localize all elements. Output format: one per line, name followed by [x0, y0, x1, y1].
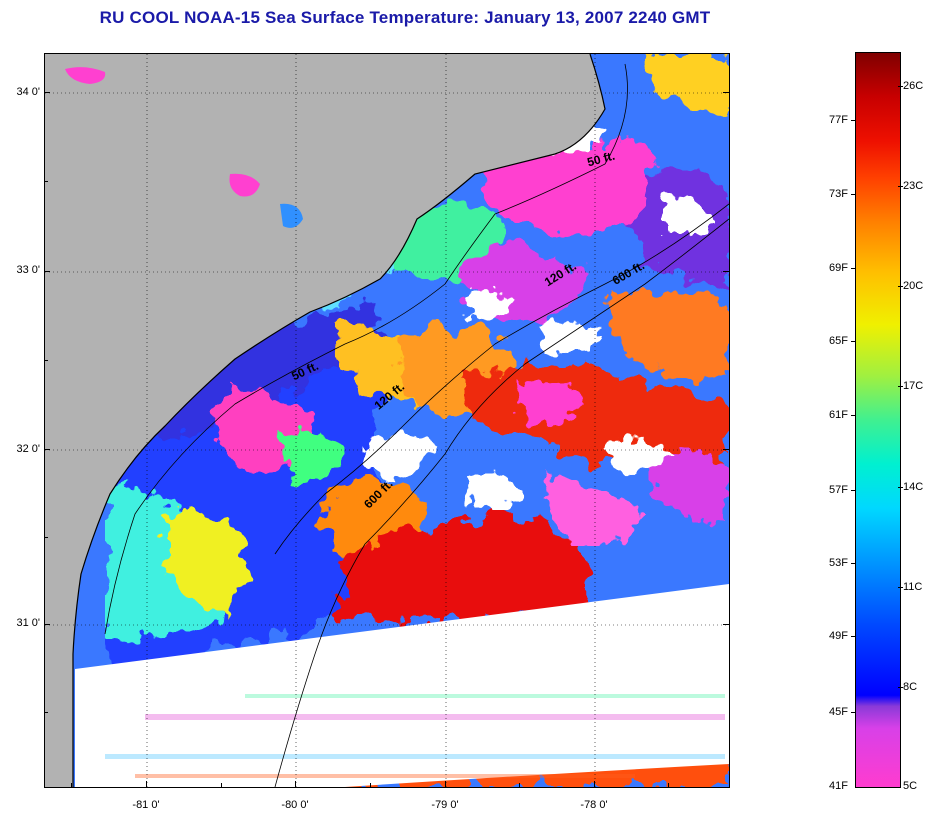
- colorbar-fahrenheit-label: 57F: [829, 484, 848, 496]
- colorbar-fahrenheit-label: 77F: [829, 114, 848, 126]
- lat-label: 32 0': [16, 443, 40, 455]
- colorbar-celsius-label: 20C: [903, 280, 924, 292]
- colorbar-celsius-label: 17C: [903, 380, 924, 392]
- lon-label: -81 0': [132, 799, 160, 811]
- colorbar-fahrenheit-label: 45F: [829, 706, 848, 718]
- lat-label: 33 0': [16, 264, 40, 276]
- no-data-swath: [75, 584, 729, 787]
- colorbar-fahrenheit-label: 61F: [829, 409, 848, 421]
- colorbar-fahrenheit-label: 53F: [829, 557, 848, 569]
- offshore-patch-2: [229, 173, 260, 197]
- temperature-colorbar: [855, 52, 901, 788]
- sst-map[interactable]: 50 ft. 50 ft. 120 ft. 120 ft. 600 ft. 60…: [44, 53, 730, 788]
- colorbar-celsius-label: 8C: [903, 681, 918, 693]
- colorbar-celsius-label: 23C: [903, 180, 924, 192]
- colorbar-celsius-label: 11C: [903, 581, 923, 593]
- lon-label: -78 0': [580, 799, 608, 811]
- colorbar-fahrenheit-label: 65F: [829, 335, 848, 347]
- isobath-600ft: [274, 218, 729, 787]
- offshore-patch-3: [280, 203, 303, 228]
- offshore-patch: [65, 67, 106, 84]
- colorbar-fahrenheit-label: 49F: [829, 630, 848, 642]
- coastline: [72, 54, 606, 787]
- lon-label: -79 0': [431, 799, 459, 811]
- map-title: RU COOL NOAA-15 Sea Surface Temperature:…: [99, 8, 711, 27]
- colorbar-fahrenheit-label: 73F: [829, 188, 848, 200]
- lon-label: -80 0': [281, 799, 309, 811]
- colorbar-celsius-label: 26C: [903, 80, 924, 92]
- colorbar-fahrenheit-label: 41F: [829, 780, 848, 792]
- lat-label: 34 0': [16, 86, 40, 98]
- land-mass: [45, 54, 605, 787]
- colorbar-celsius-label: 5C: [903, 780, 918, 792]
- swath-speckles: [105, 694, 725, 778]
- colorbar-fahrenheit-label: 69F: [829, 262, 848, 274]
- isobath-50ft: [104, 63, 628, 635]
- colorbar-celsius-label: 14C: [903, 481, 924, 493]
- isobath-120ft: [274, 203, 729, 555]
- lat-label: 31 0': [16, 617, 40, 629]
